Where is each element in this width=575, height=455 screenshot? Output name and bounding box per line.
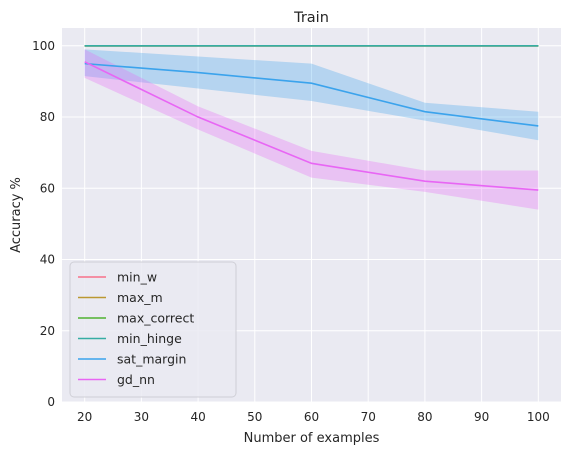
x-tick-label: 70	[361, 410, 376, 424]
legend-label: min_hinge	[117, 331, 182, 346]
y-tick-label: 100	[32, 39, 55, 53]
y-tick-label: 80	[40, 110, 55, 124]
y-tick-label: 20	[40, 324, 55, 338]
x-axis-label: Number of examples	[244, 431, 380, 446]
x-tick-label: 100	[527, 410, 550, 424]
legend-label: min_w	[117, 270, 157, 285]
legend-label: max_m	[117, 290, 163, 305]
x-tick-label: 80	[417, 410, 432, 424]
chart-title: Train	[293, 10, 329, 26]
y-axis-label: Accuracy %	[9, 177, 24, 253]
y-tick-label: 40	[40, 253, 55, 267]
legend-label: gd_nn	[117, 372, 155, 387]
x-tick-label: 60	[304, 410, 319, 424]
legend: min_w max_m max_correct min_hinge sat_margin…	[70, 262, 236, 397]
y-tick-label: 60	[40, 181, 55, 195]
x-tick-label: 30	[134, 410, 149, 424]
x-tick-label: 20	[77, 410, 92, 424]
x-tick-labels: 20 30 40 50 60 70 80 90 100	[77, 410, 550, 424]
x-tick-label: 40	[190, 410, 205, 424]
y-tick-label: 0	[47, 395, 55, 409]
x-tick-label: 50	[247, 410, 262, 424]
x-tick-label: 90	[474, 410, 489, 424]
legend-label: sat_margin	[117, 352, 186, 367]
legend-label: max_correct	[117, 311, 194, 326]
y-tick-labels: 0 20 40 60 80 100	[32, 39, 55, 409]
